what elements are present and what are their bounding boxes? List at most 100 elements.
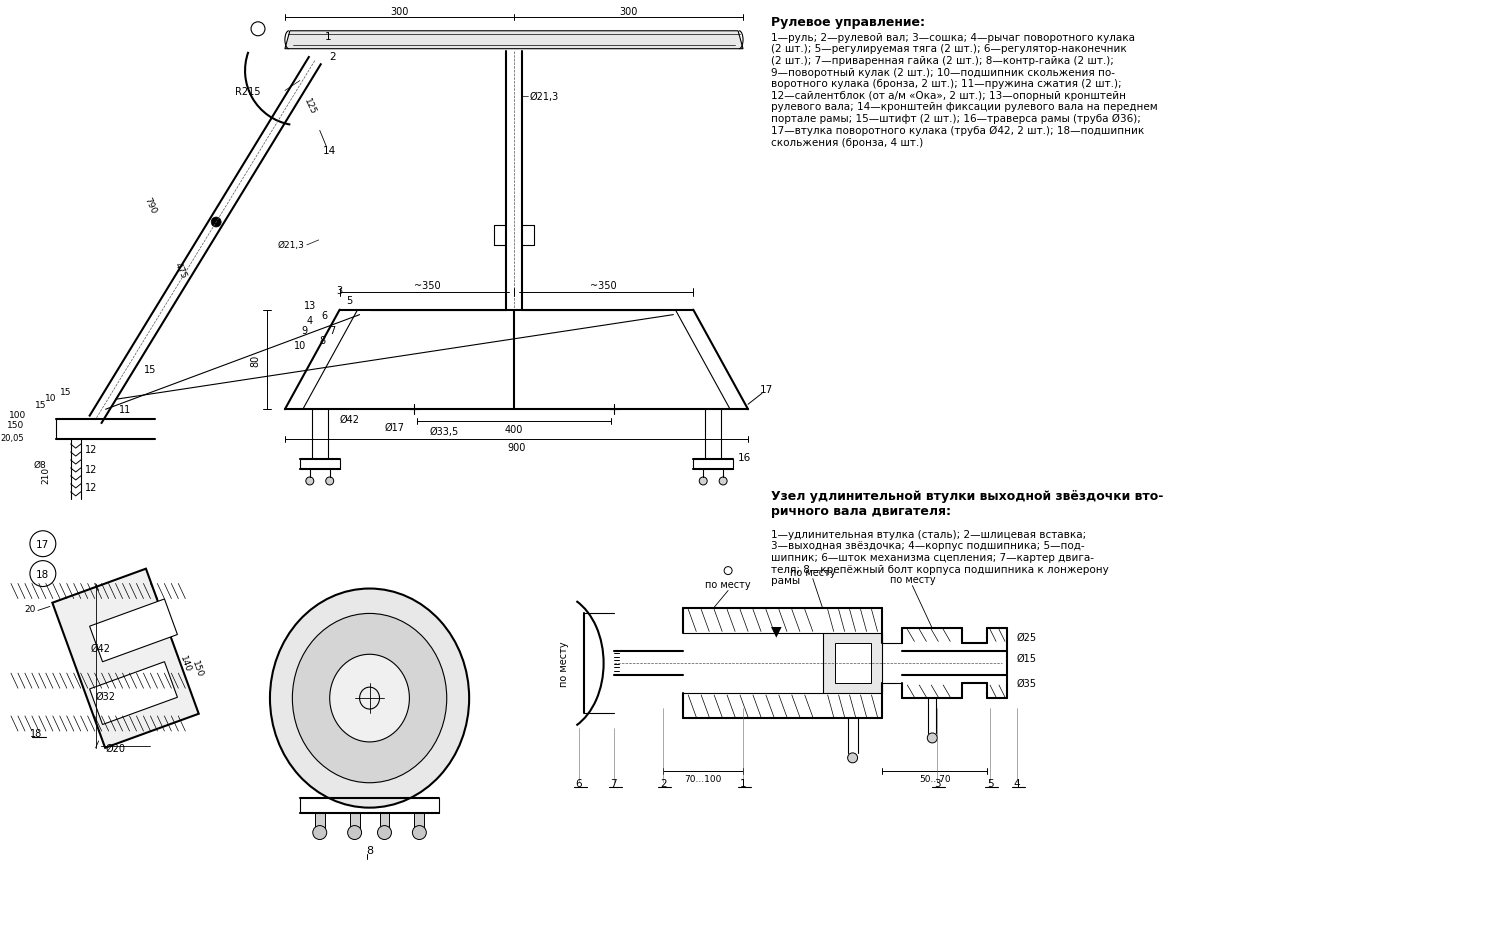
Circle shape <box>378 826 392 839</box>
Bar <box>380 813 390 833</box>
Text: 12: 12 <box>84 482 98 493</box>
Text: Ø21,3: Ø21,3 <box>278 241 304 250</box>
Text: 300: 300 <box>390 7 408 17</box>
Text: 210: 210 <box>42 466 51 483</box>
Text: 7: 7 <box>610 778 616 788</box>
Bar <box>315 813 324 833</box>
Text: 6: 6 <box>321 311 328 320</box>
Text: 12: 12 <box>84 445 98 455</box>
Text: 15: 15 <box>144 365 156 375</box>
Text: 150: 150 <box>190 659 204 678</box>
Text: 8: 8 <box>366 846 374 855</box>
Text: Ø21,3: Ø21,3 <box>530 92 560 101</box>
Text: 4: 4 <box>306 315 314 326</box>
Text: Ø32: Ø32 <box>96 691 116 701</box>
Text: Ø25: Ø25 <box>1017 632 1036 642</box>
Circle shape <box>348 826 361 839</box>
Text: 2: 2 <box>660 778 666 788</box>
Ellipse shape <box>330 654 410 742</box>
Text: 18: 18 <box>36 569 50 579</box>
Text: 20,05: 20,05 <box>0 433 24 442</box>
Polygon shape <box>90 599 177 662</box>
Text: 10: 10 <box>45 394 57 402</box>
Text: Ø35: Ø35 <box>1017 679 1036 688</box>
Circle shape <box>927 733 938 743</box>
Polygon shape <box>285 32 742 50</box>
Text: 5: 5 <box>987 778 993 788</box>
Polygon shape <box>53 569 198 748</box>
Text: 4: 4 <box>1014 778 1020 788</box>
Text: 9: 9 <box>302 326 307 335</box>
Text: 15: 15 <box>60 387 72 396</box>
Text: Ø15: Ø15 <box>1017 653 1036 664</box>
Text: 2: 2 <box>330 52 336 61</box>
Text: 1: 1 <box>740 778 747 788</box>
Text: 8: 8 <box>320 335 326 346</box>
Text: 475: 475 <box>172 261 188 280</box>
Circle shape <box>30 531 56 557</box>
Text: ▼: ▼ <box>771 624 782 638</box>
Text: 11: 11 <box>120 405 132 414</box>
Text: 5: 5 <box>346 295 352 305</box>
Text: Ø8: Ø8 <box>33 460 46 469</box>
Text: 300: 300 <box>620 7 638 17</box>
Text: 10: 10 <box>294 340 306 350</box>
Text: 3: 3 <box>934 778 940 788</box>
Text: 1: 1 <box>324 32 332 42</box>
Text: 20: 20 <box>24 604 36 614</box>
Ellipse shape <box>270 589 470 808</box>
Circle shape <box>413 826 426 839</box>
Text: 1—удлинительная втулка (сталь); 2—шлицевая вставка;
3—выходная звёздочка; 4—корп: 1—удлинительная втулка (сталь); 2—шлицев… <box>771 530 1108 585</box>
Circle shape <box>306 478 314 485</box>
Bar <box>350 813 360 833</box>
Text: 1—руль; 2—рулевой вал; 3—сошка; 4—рычаг поворотного кулака
(2 шт.); 5—регулируем: 1—руль; 2—рулевой вал; 3—сошка; 4—рычаг … <box>771 33 1158 147</box>
Text: 80: 80 <box>251 354 260 366</box>
Text: 900: 900 <box>507 443 525 452</box>
Bar <box>414 813 424 833</box>
Text: по месту: по месту <box>560 641 568 686</box>
Text: 6: 6 <box>576 778 582 788</box>
Text: по месту: по месту <box>705 579 752 589</box>
Bar <box>834 644 870 683</box>
Text: R215: R215 <box>236 87 261 96</box>
Text: 17: 17 <box>759 385 772 395</box>
Text: 12: 12 <box>84 464 98 475</box>
Circle shape <box>326 478 333 485</box>
Circle shape <box>699 478 706 485</box>
Bar <box>822 633 882 694</box>
Ellipse shape <box>292 614 447 783</box>
Text: Рулевое управление:: Рулевое управление: <box>771 16 926 29</box>
Text: 14: 14 <box>322 146 336 156</box>
Circle shape <box>211 218 220 228</box>
Text: Ø42: Ø42 <box>90 644 111 653</box>
Text: 15: 15 <box>34 400 46 410</box>
Text: 16: 16 <box>738 452 752 463</box>
Text: ~350: ~350 <box>591 280 616 291</box>
Text: по месту: по месту <box>790 567 836 577</box>
Text: Ø42: Ø42 <box>339 414 360 425</box>
Circle shape <box>847 753 858 763</box>
Text: Ø20: Ø20 <box>105 743 126 753</box>
Text: 150: 150 <box>6 420 24 430</box>
Text: Узел удлинительной втулки выходной звёздочки вто-
ричного вала двигателя:: Узел удлинительной втулки выходной звёзд… <box>771 489 1164 517</box>
Circle shape <box>314 826 327 839</box>
Text: 140: 140 <box>178 654 192 673</box>
Text: 7: 7 <box>330 326 336 335</box>
Circle shape <box>718 478 728 485</box>
Text: 125: 125 <box>302 96 318 116</box>
Text: 70...100: 70...100 <box>684 774 722 784</box>
Text: 13: 13 <box>303 300 316 311</box>
Text: 50...70: 50...70 <box>920 774 951 784</box>
Text: 17: 17 <box>36 539 50 549</box>
Text: Ø33,5: Ø33,5 <box>429 427 459 437</box>
Text: 3: 3 <box>336 285 342 295</box>
Text: 400: 400 <box>506 425 524 434</box>
Text: Ø17: Ø17 <box>384 423 405 432</box>
Text: 790: 790 <box>142 196 158 215</box>
Polygon shape <box>90 662 177 725</box>
Circle shape <box>30 561 56 587</box>
Text: 18: 18 <box>30 728 42 738</box>
Text: 100: 100 <box>9 411 26 419</box>
Text: по месту: по месту <box>890 574 934 584</box>
Text: ~350: ~350 <box>414 280 440 291</box>
